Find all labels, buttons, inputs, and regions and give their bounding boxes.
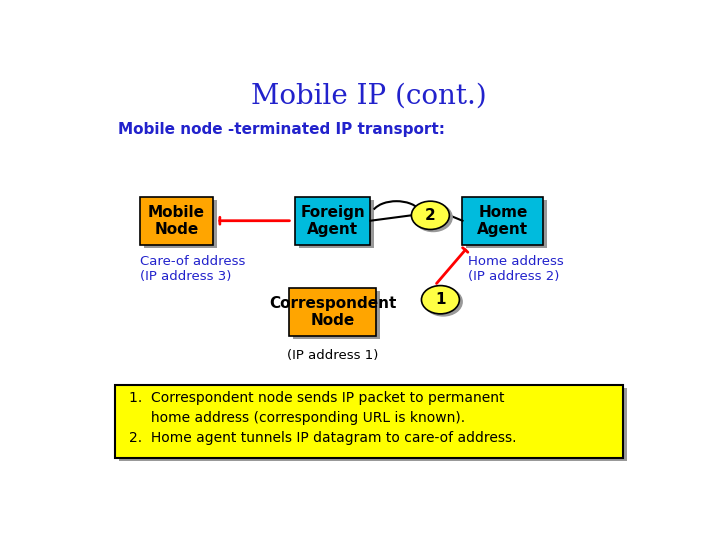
FancyBboxPatch shape bbox=[115, 385, 623, 458]
Text: 1: 1 bbox=[435, 292, 446, 307]
FancyBboxPatch shape bbox=[119, 388, 627, 461]
FancyBboxPatch shape bbox=[289, 288, 376, 336]
Text: Mobile IP (cont.): Mobile IP (cont.) bbox=[251, 83, 487, 110]
FancyBboxPatch shape bbox=[299, 200, 374, 247]
Text: Correspondent
Node: Correspondent Node bbox=[269, 296, 397, 328]
FancyBboxPatch shape bbox=[293, 291, 380, 339]
FancyBboxPatch shape bbox=[140, 197, 213, 245]
Text: Mobile
Node: Mobile Node bbox=[148, 205, 205, 237]
Text: Home address
(IP address 2): Home address (IP address 2) bbox=[468, 255, 564, 283]
FancyBboxPatch shape bbox=[144, 200, 217, 247]
Circle shape bbox=[414, 203, 452, 232]
Text: Mobile node -terminated IP transport:: Mobile node -terminated IP transport: bbox=[118, 122, 445, 137]
Text: 1.  Correspondent node sends IP packet to permanent
     home address (correspon: 1. Correspondent node sends IP packet to… bbox=[129, 390, 516, 445]
Text: 2: 2 bbox=[425, 208, 436, 223]
FancyBboxPatch shape bbox=[467, 200, 547, 247]
FancyBboxPatch shape bbox=[462, 197, 544, 245]
Circle shape bbox=[424, 288, 462, 316]
Text: (IP address 1): (IP address 1) bbox=[287, 349, 379, 362]
Circle shape bbox=[411, 201, 449, 229]
Circle shape bbox=[421, 286, 459, 314]
Text: Care-of address
(IP address 3): Care-of address (IP address 3) bbox=[140, 255, 246, 283]
Text: Home
Agent: Home Agent bbox=[477, 205, 528, 237]
FancyBboxPatch shape bbox=[295, 197, 370, 245]
Text: Foreign
Agent: Foreign Agent bbox=[300, 205, 365, 237]
